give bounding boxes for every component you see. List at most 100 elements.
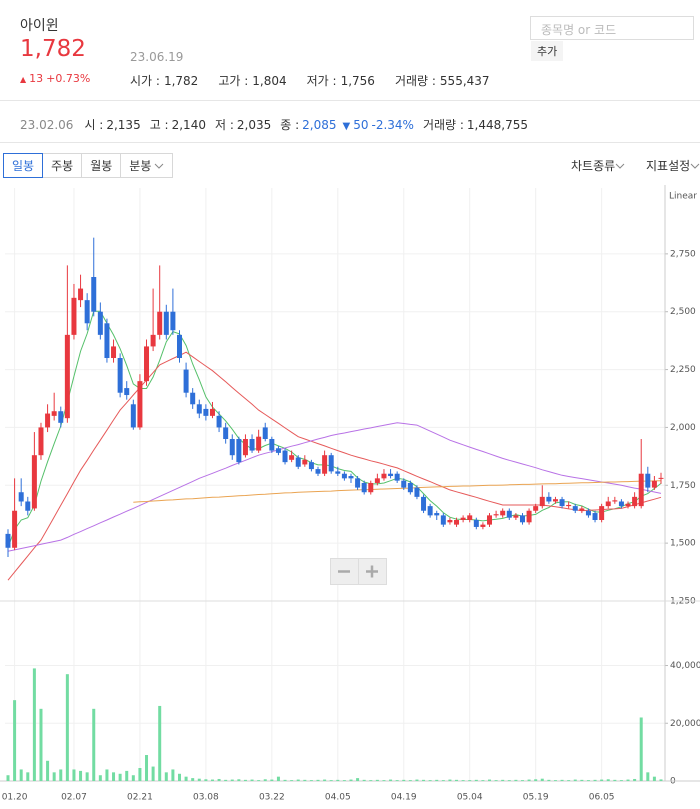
candle-body (493, 514, 499, 516)
candle-body (78, 288, 84, 301)
candle-body (203, 408, 209, 416)
candle-body (546, 496, 552, 502)
candle-body (170, 311, 176, 331)
volume-bar (527, 779, 531, 781)
candle-body (97, 311, 103, 335)
volume-bar (422, 779, 426, 781)
moving-average (7, 351, 662, 581)
candle-body (302, 459, 308, 465)
candle-body (454, 520, 460, 525)
tab[interactable]: 월봉 (81, 153, 122, 178)
volume-bar (257, 780, 261, 781)
candle-body (308, 462, 314, 470)
candle-body (473, 520, 479, 527)
y-tick-label: 2,000 (670, 423, 696, 433)
x-tick-label: 03.22 (259, 793, 285, 803)
tab[interactable]: 분봉 (120, 153, 174, 178)
hover-change-pct: -2.34% (371, 118, 414, 132)
stat: 시가 :1,782 (130, 72, 198, 89)
search-button[interactable]: 추가 (531, 41, 564, 61)
volume-bar (290, 780, 294, 781)
volume-bar (474, 779, 478, 781)
candle-body (618, 501, 624, 507)
candle-body (256, 436, 262, 451)
candle-body (315, 469, 321, 474)
volume-bar (336, 779, 340, 781)
moving-average (7, 310, 662, 548)
candle-body (84, 300, 90, 324)
candle-body (651, 480, 657, 488)
volume-bar (586, 780, 590, 781)
volume-bar (606, 779, 610, 781)
volume-bar (520, 780, 524, 781)
volume-bar (659, 779, 663, 781)
candle-body (335, 471, 341, 474)
candle-body (176, 334, 182, 358)
volume-bar (567, 780, 571, 781)
change: ▲ 13 +0.73% (20, 72, 90, 85)
candle-body (368, 482, 374, 493)
tab[interactable]: 주봉 (42, 153, 83, 178)
candle-body (559, 499, 565, 507)
x-tick-label: 01.20 (2, 793, 28, 803)
candle-body (117, 358, 123, 393)
zoom-control (330, 558, 387, 585)
stat: 고가 :1,804 (218, 72, 286, 89)
volume-bar (553, 780, 557, 781)
candle-body (592, 513, 598, 520)
candle-body (519, 515, 525, 523)
volume-bar (573, 779, 577, 781)
volume-bar (455, 779, 459, 781)
tab[interactable]: 일봉 (3, 153, 44, 178)
candle-body (144, 346, 150, 382)
moving-average (133, 480, 662, 503)
candle-body (585, 510, 591, 516)
volume-bar (356, 778, 360, 781)
volume-bar (98, 775, 102, 781)
chart-type-button[interactable]: 차트종류 (571, 157, 625, 174)
volume-bar (626, 779, 630, 781)
volume-bar (6, 775, 10, 781)
hover-date: 23.02.06 (20, 118, 74, 132)
button-label: 차트종류 (571, 159, 616, 173)
candle-body (275, 448, 281, 453)
indicator-button[interactable]: 지표설정 (646, 157, 700, 174)
volume-bar (560, 779, 564, 781)
volume-bar (389, 779, 393, 781)
candle-body (322, 455, 328, 474)
candle-body (566, 504, 572, 507)
volume-bar (329, 780, 333, 781)
candle-body (104, 323, 110, 358)
candle-body (487, 515, 493, 525)
candle-body (388, 473, 394, 477)
x-tick-label: 06.05 (589, 793, 615, 803)
stat-label: 저가 : (306, 74, 337, 88)
volume-bar (145, 755, 149, 781)
volume-bar (481, 780, 485, 781)
volume-bar (488, 779, 492, 781)
search-input[interactable]: 종목명 or 코드 (530, 16, 694, 40)
volume-bar (191, 778, 195, 781)
candle-body (25, 501, 31, 511)
candle-body (5, 533, 11, 548)
y-tick-label: 1,500 (670, 539, 696, 549)
candle-body (229, 439, 235, 456)
chevron (690, 163, 700, 169)
zoom-in[interactable] (366, 565, 378, 578)
volume-bar (461, 780, 465, 781)
volume-bar (639, 717, 643, 781)
volume-bar (224, 779, 228, 781)
moving-average (7, 422, 662, 552)
candle-body (163, 311, 169, 335)
volume-bar (65, 674, 69, 781)
volume-bar (151, 766, 155, 781)
volume-bar (428, 780, 432, 781)
volume-bar (112, 772, 116, 781)
divider (0, 142, 700, 143)
candle-body (506, 510, 512, 518)
volume-bar (441, 780, 445, 781)
volume-bar (237, 779, 241, 781)
volume-bar (46, 760, 50, 781)
candle-body (38, 427, 44, 456)
volume-bar (59, 769, 63, 781)
